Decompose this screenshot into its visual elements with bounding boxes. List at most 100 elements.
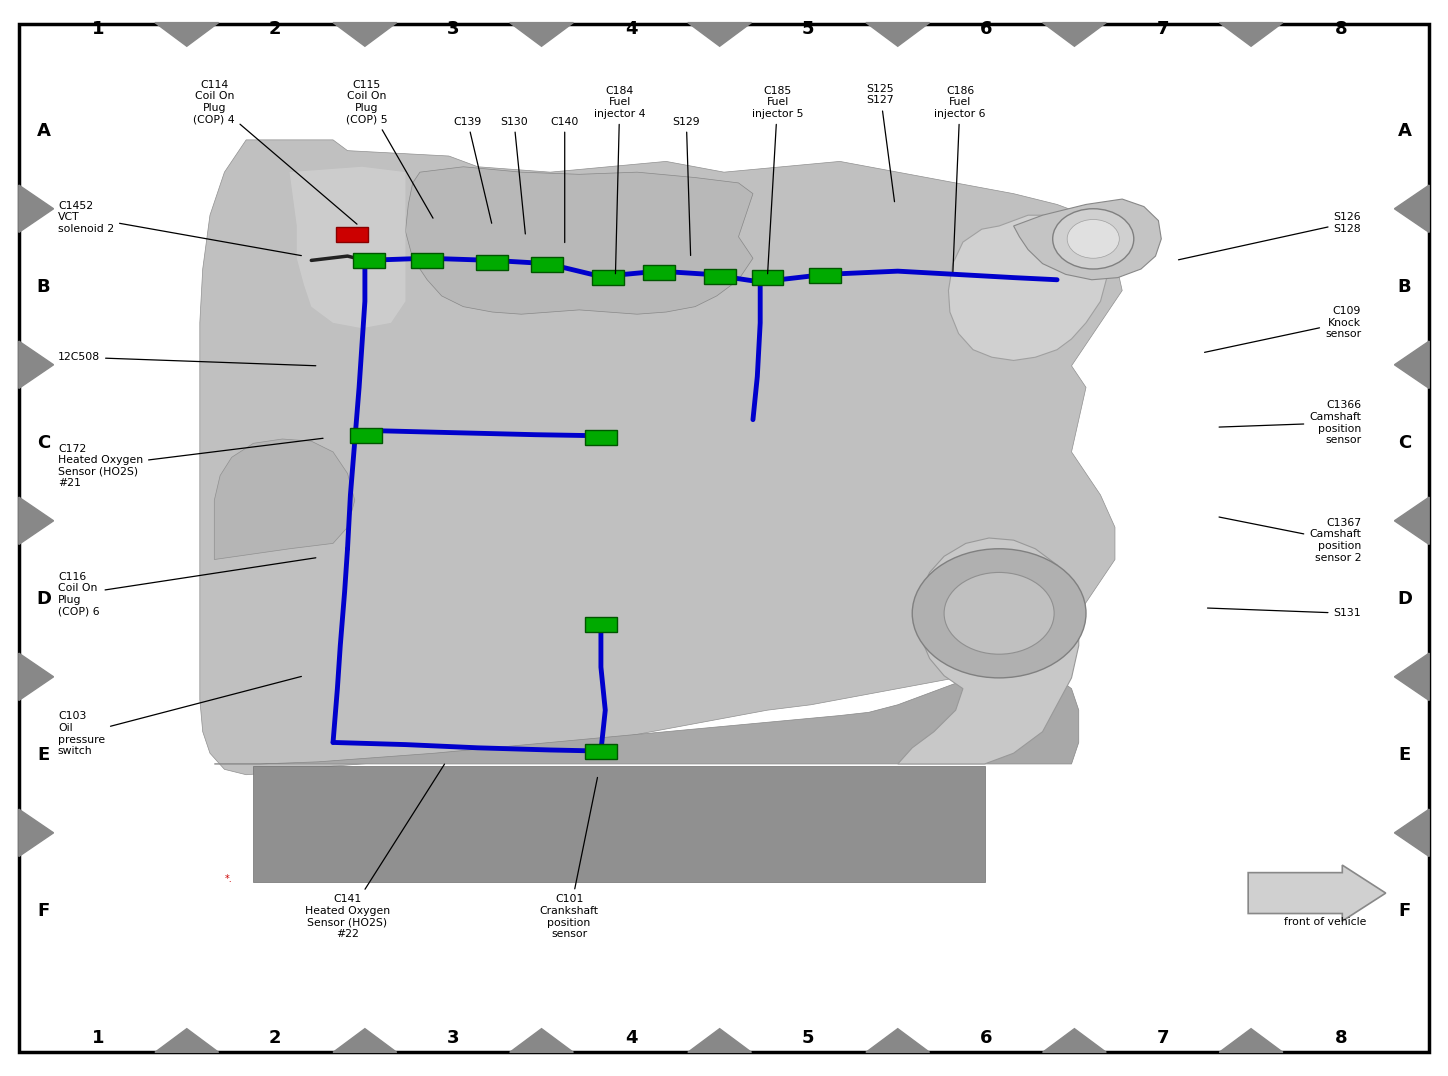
- Polygon shape: [253, 766, 985, 882]
- Text: C114
Coil On
Plug
(COP) 4: C114 Coil On Plug (COP) 4: [194, 80, 358, 224]
- Polygon shape: [19, 809, 54, 856]
- Text: B: B: [1397, 279, 1412, 296]
- Bar: [585, 430, 617, 445]
- Polygon shape: [510, 1029, 573, 1052]
- Text: S129: S129: [672, 116, 701, 255]
- Bar: [592, 270, 624, 285]
- Text: C186
Fuel
injector 6: C186 Fuel injector 6: [934, 86, 986, 271]
- FancyArrow shape: [1248, 865, 1386, 921]
- Bar: [752, 270, 783, 285]
- Text: C140: C140: [550, 116, 579, 242]
- Text: E: E: [1399, 747, 1410, 764]
- Text: C101
Crankshaft
position
sensor: C101 Crankshaft position sensor: [540, 778, 598, 939]
- Bar: [643, 265, 675, 280]
- Text: E: E: [38, 747, 49, 764]
- Polygon shape: [1394, 653, 1429, 700]
- Polygon shape: [155, 23, 219, 46]
- Circle shape: [1067, 220, 1119, 258]
- Text: B: B: [36, 279, 51, 296]
- Text: 2: 2: [269, 20, 281, 38]
- Text: 5: 5: [802, 20, 814, 38]
- Polygon shape: [898, 538, 1079, 764]
- Circle shape: [1053, 209, 1134, 269]
- Bar: [350, 428, 382, 443]
- Text: 3: 3: [447, 20, 459, 38]
- Polygon shape: [214, 672, 1079, 764]
- Circle shape: [944, 572, 1054, 654]
- Text: C115
Coil On
Plug
(COP) 5: C115 Coil On Plug (COP) 5: [346, 80, 433, 218]
- Text: S130: S130: [500, 116, 529, 233]
- Polygon shape: [948, 215, 1108, 360]
- Polygon shape: [214, 439, 355, 560]
- Polygon shape: [1394, 809, 1429, 856]
- Polygon shape: [155, 1029, 219, 1052]
- Text: C: C: [1397, 435, 1412, 452]
- Text: C103
Oil
pressure
switch: C103 Oil pressure switch: [58, 677, 301, 756]
- Text: *.: *.: [224, 874, 233, 884]
- Text: 3: 3: [447, 1030, 459, 1047]
- Bar: [531, 257, 563, 272]
- Text: 5: 5: [802, 1030, 814, 1047]
- Text: C1452
VCT
solenoid 2: C1452 VCT solenoid 2: [58, 201, 301, 256]
- Text: C139: C139: [453, 116, 492, 223]
- Text: F: F: [1399, 903, 1410, 920]
- Text: C1366
Camshaft
position
sensor: C1366 Camshaft position sensor: [1219, 400, 1361, 445]
- Text: 2: 2: [269, 1030, 281, 1047]
- Text: 6: 6: [980, 1030, 992, 1047]
- Polygon shape: [405, 167, 753, 314]
- Polygon shape: [688, 23, 752, 46]
- Text: C185
Fuel
injector 5: C185 Fuel injector 5: [752, 86, 804, 273]
- Polygon shape: [333, 1029, 397, 1052]
- Text: front of vehicle: front of vehicle: [1284, 917, 1365, 926]
- Polygon shape: [510, 23, 573, 46]
- Polygon shape: [688, 1029, 752, 1052]
- Text: S125
S127: S125 S127: [866, 84, 895, 201]
- Bar: [585, 617, 617, 632]
- Polygon shape: [866, 1029, 930, 1052]
- Text: 8: 8: [1335, 1030, 1347, 1047]
- Text: S126
S128: S126 S128: [1179, 212, 1361, 259]
- Text: 4: 4: [626, 1030, 637, 1047]
- Polygon shape: [19, 341, 54, 388]
- Polygon shape: [866, 23, 930, 46]
- Polygon shape: [19, 653, 54, 700]
- Text: 8: 8: [1335, 20, 1347, 38]
- Text: C141
Heated Oxygen
Sensor (HO2S)
#22: C141 Heated Oxygen Sensor (HO2S) #22: [306, 764, 445, 939]
- Text: 4: 4: [626, 20, 637, 38]
- Bar: [809, 268, 841, 283]
- Text: 1: 1: [93, 20, 104, 38]
- Bar: [353, 253, 385, 268]
- Text: C172
Heated Oxygen
Sensor (HO2S)
#21: C172 Heated Oxygen Sensor (HO2S) #21: [58, 438, 323, 489]
- Polygon shape: [19, 185, 54, 232]
- Bar: [80, 65, 1354, 1011]
- Polygon shape: [1043, 23, 1106, 46]
- Text: C184
Fuel
injector 4: C184 Fuel injector 4: [594, 86, 646, 273]
- Polygon shape: [200, 140, 1122, 775]
- Bar: [704, 269, 736, 284]
- Text: S131: S131: [1208, 608, 1361, 619]
- Text: C116
Coil On
Plug
(COP) 6: C116 Coil On Plug (COP) 6: [58, 557, 316, 617]
- Text: 7: 7: [1157, 20, 1169, 38]
- Text: D: D: [36, 591, 51, 608]
- Circle shape: [912, 549, 1086, 678]
- Polygon shape: [1219, 23, 1283, 46]
- Text: F: F: [38, 903, 49, 920]
- Text: C: C: [36, 435, 51, 452]
- Text: C1367
Camshaft
position
sensor 2: C1367 Camshaft position sensor 2: [1219, 518, 1361, 563]
- Text: 1: 1: [93, 1030, 104, 1047]
- Bar: [476, 255, 508, 270]
- Bar: [411, 253, 443, 268]
- Text: 7: 7: [1157, 1030, 1169, 1047]
- Polygon shape: [1394, 185, 1429, 232]
- Polygon shape: [1394, 341, 1429, 388]
- Text: D: D: [1397, 591, 1412, 608]
- Polygon shape: [333, 23, 397, 46]
- Text: A: A: [36, 123, 51, 140]
- Polygon shape: [290, 167, 405, 328]
- Text: A: A: [1397, 123, 1412, 140]
- Bar: [336, 227, 368, 242]
- Polygon shape: [19, 497, 54, 544]
- Text: 6: 6: [980, 20, 992, 38]
- Text: C109
Knock
sensor: C109 Knock sensor: [1205, 307, 1361, 352]
- Polygon shape: [1394, 497, 1429, 544]
